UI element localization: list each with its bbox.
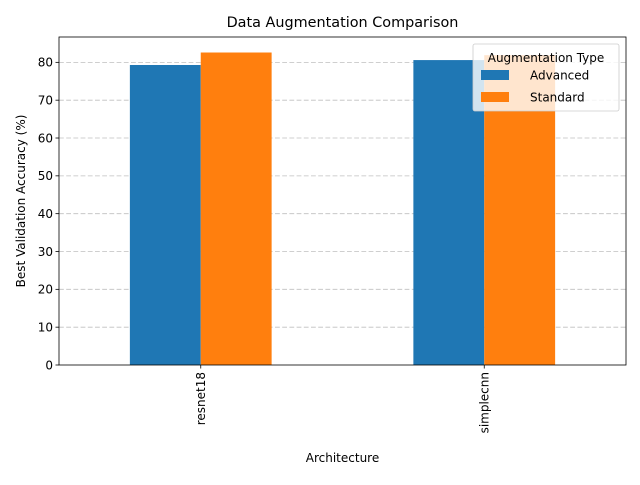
bar-standard-resnet18 [200,52,272,365]
y-tick-label: 40 [38,207,53,221]
y-tick-label: 20 [38,283,53,297]
legend-entries: Advanced Standard [481,69,589,105]
legend: Augmentation Type Advanced Standard [472,43,620,112]
legend-label-advanced: Advanced [530,69,589,83]
y-tick-label: 10 [38,320,53,334]
x-axis-ticks: resnet18 simplecnn [194,365,492,433]
legend-swatch-advanced [481,70,509,80]
x-tick-label: simplecnn [478,372,492,433]
plot-frame [58,36,627,366]
bar-advanced-simplecnn [413,60,485,366]
legend-label-standard: Standard [530,91,585,105]
x-tick-label: resnet18 [194,372,208,425]
bar-advanced-resnet18 [129,64,201,365]
y-axis-ticks: 0 10 20 30 40 50 60 70 80 [38,56,59,372]
y-tick-label: 80 [38,56,53,70]
legend-box [472,43,620,112]
y-tick-label: 70 [38,93,53,107]
y-tick-label: 0 [45,358,53,372]
x-axis-label: Architecture [306,451,379,465]
y-tick-label: 60 [38,131,53,145]
chart-title: Data Augmentation Comparison [227,15,459,31]
y-tick-label: 30 [38,245,53,259]
y-axis-label: Best Validation Accuracy (%) [14,115,28,288]
y-tick-label: 50 [38,169,53,183]
bars [129,52,556,366]
legend-title: Augmentation Type [488,51,605,65]
legend-swatch-standard [481,92,509,102]
